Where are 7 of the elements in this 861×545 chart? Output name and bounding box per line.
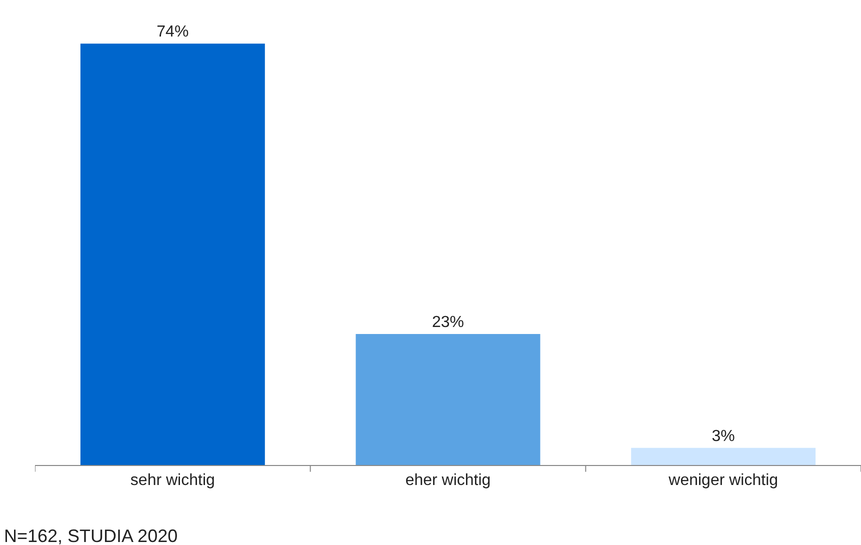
text: N=162, STUDIA 2020 <box>4 526 178 545</box>
x-tick-label: weniger wichtig <box>668 472 778 490</box>
x-tick-label: sehr wichtig <box>130 472 215 490</box>
data-label: 74% <box>156 24 189 41</box>
x-tick-label: eher wichtig <box>405 472 491 490</box>
data-label: 3% <box>712 428 735 445</box>
data-label: 23% <box>432 314 464 332</box>
